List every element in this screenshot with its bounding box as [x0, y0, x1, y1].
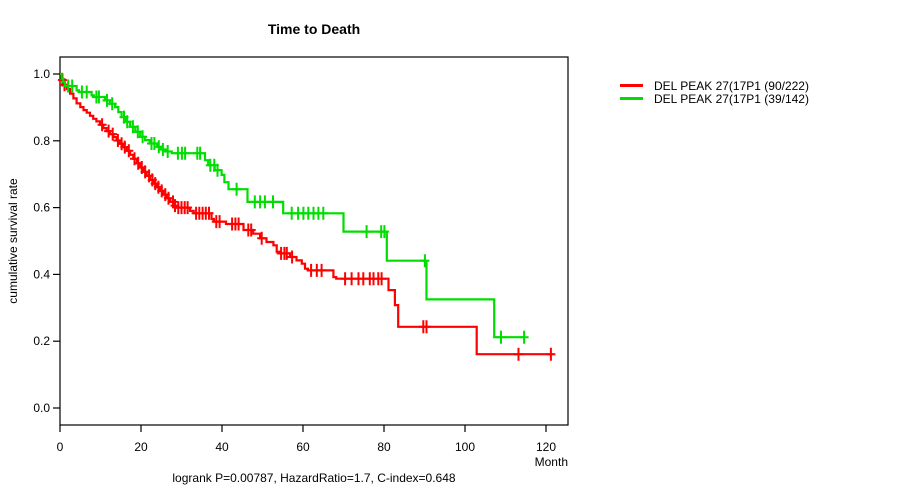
x-tick-label: 20	[134, 440, 148, 454]
legend-line-red	[620, 84, 643, 87]
x-tick-label: 40	[215, 440, 229, 454]
legend-label: DEL PEAK 27(17P1 (90/222)	[654, 78, 809, 93]
y-axis-label: cumulative survival rate	[6, 178, 20, 304]
survival-curve-green	[60, 72, 525, 339]
x-tick-label: 80	[377, 440, 391, 454]
y-tick-label: 0.4	[33, 267, 50, 281]
censor-marks-green	[63, 79, 529, 344]
x-tick-label: 0	[57, 440, 64, 454]
legend-label: DEL PEAK 27(17P1 (39/142)	[654, 91, 809, 106]
x-tick-label: 60	[296, 440, 310, 454]
legend: DEL PEAK 27(17P1 (90/222) DEL PEAK 27(17…	[620, 78, 809, 106]
y-tick-label: 0.0	[33, 401, 50, 415]
stats-annotation: logrank P=0.00787, HazardRatio=1.7, C-in…	[172, 471, 456, 485]
y-tick-label: 1.0	[33, 67, 50, 81]
plot-area: 0 20 40 60 80 100 120 0.0 0.2 0.4 0.6 0.8 1.0	[33, 56, 569, 454]
x-axis-label: Month	[535, 455, 568, 469]
legend-item: DEL PEAK 27(17P1 (90/222)	[620, 78, 809, 93]
censor-marks-red	[57, 73, 556, 361]
legend-line-green	[620, 97, 643, 100]
x-tick-label: 120	[536, 440, 556, 454]
y-tick-label: 0.6	[33, 201, 50, 215]
legend-item: DEL PEAK 27(17P1 (39/142)	[620, 91, 809, 106]
x-tick-label: 100	[455, 440, 475, 454]
y-tick-label: 0.8	[33, 134, 50, 148]
plot-frame	[59, 56, 569, 426]
y-tick-label: 0.2	[33, 334, 50, 348]
chart-title: Time to Death	[267, 21, 361, 37]
